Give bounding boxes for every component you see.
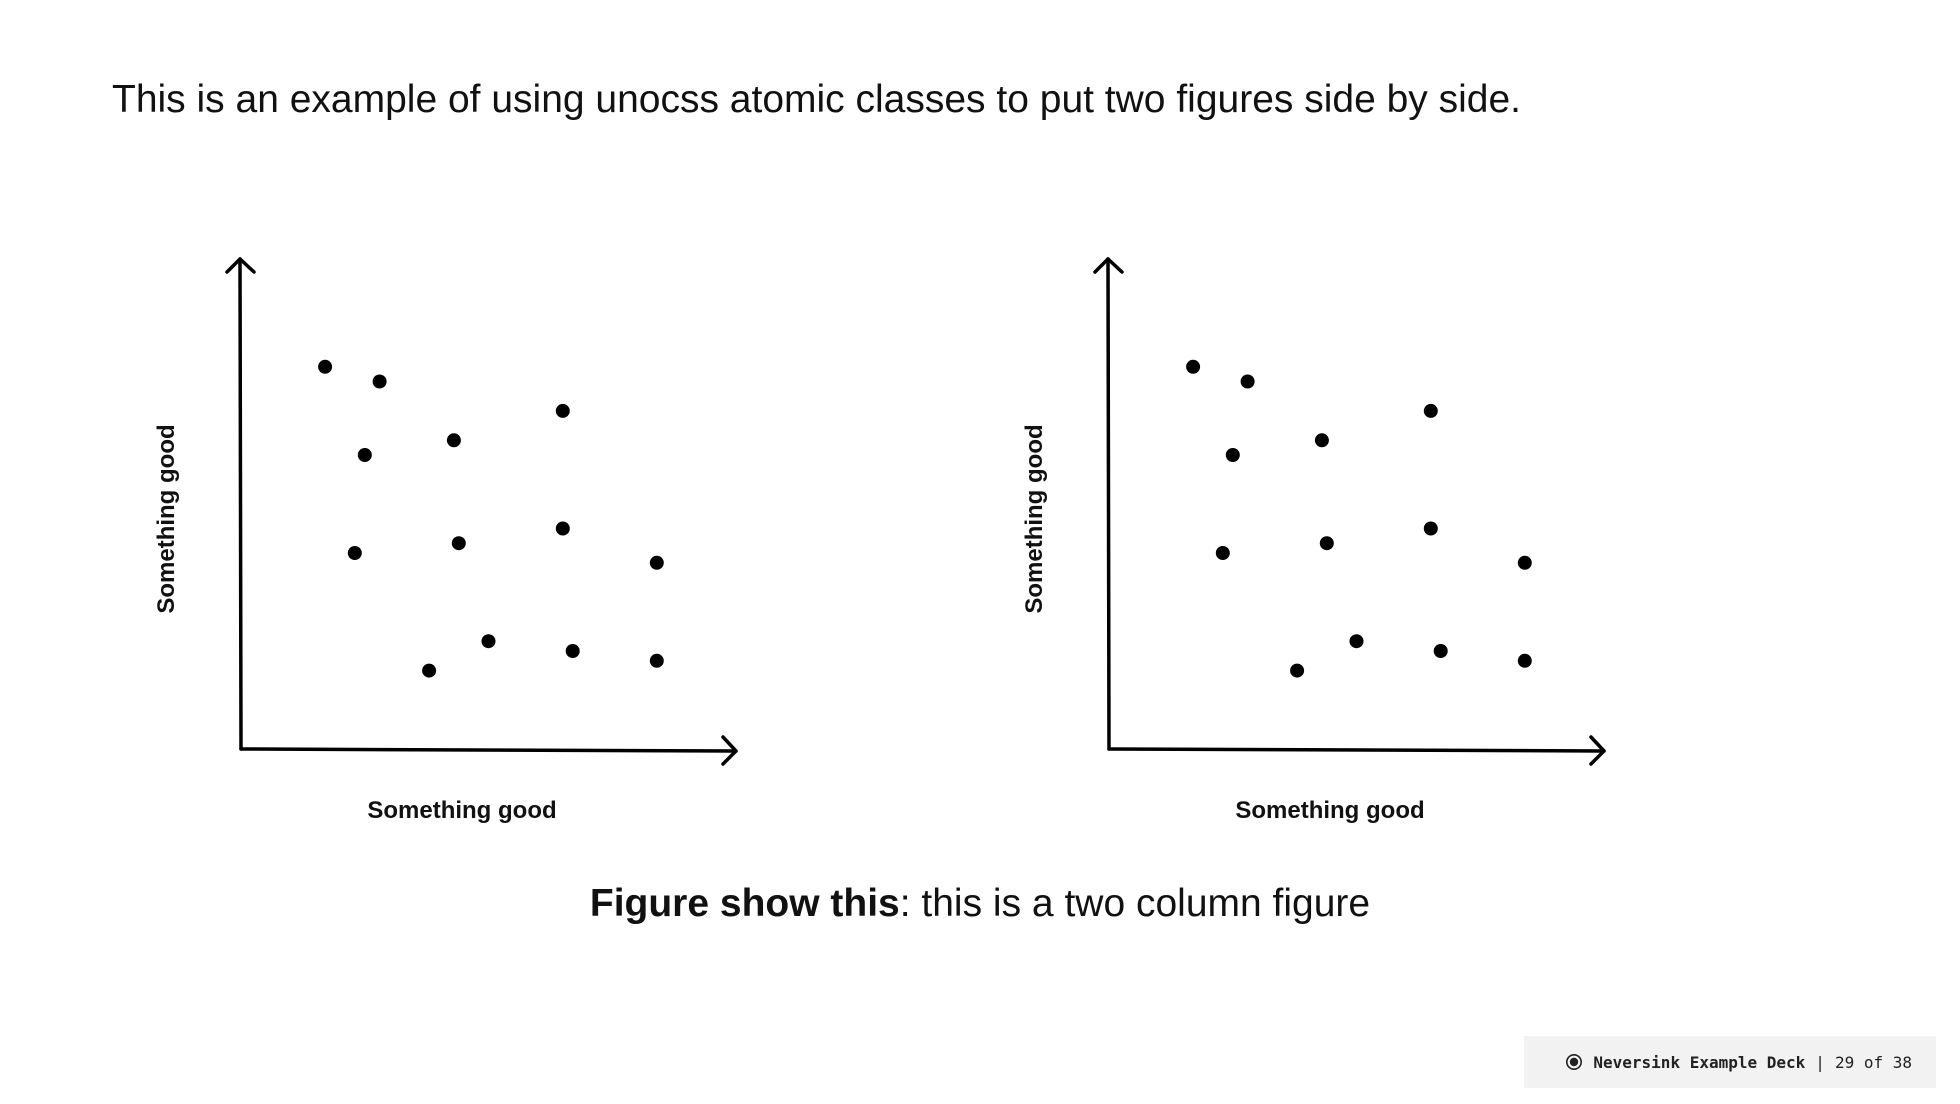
scatter-point	[372, 374, 387, 389]
y-axis-arrow	[1093, 257, 1124, 274]
deck-title: Neversink Example Deck	[1593, 1052, 1806, 1072]
scatter-point	[446, 433, 461, 448]
y-axis-line	[1106, 257, 1111, 751]
scatter-point	[1186, 359, 1201, 374]
scatter-point	[1517, 653, 1532, 668]
scatter-point	[1423, 403, 1438, 418]
x-axis-line	[239, 747, 738, 753]
scatter-point	[1433, 644, 1448, 658]
caption-text: : this is a two column figure	[899, 882, 1371, 925]
figure-caption: Figure show this: this is a two column f…	[0, 878, 1960, 930]
y-axis-line	[238, 257, 243, 751]
scatter-figure-right: Something good Something good	[1008, 240, 1668, 840]
scatter-point	[649, 653, 664, 668]
scatter-point	[555, 403, 570, 418]
scatter-point	[1319, 536, 1334, 551]
x-axis-arrow	[1589, 735, 1606, 766]
chart-points	[1186, 359, 1532, 678]
footer-separator: |	[1815, 1052, 1825, 1072]
x-axis-line	[1107, 747, 1606, 753]
scatter-point	[555, 521, 570, 536]
scatter-point	[481, 634, 496, 649]
page-indicator: 29 of 38	[1834, 1052, 1912, 1072]
scatter-point	[1349, 634, 1364, 649]
y-axis-label: Something good	[153, 424, 180, 613]
y-axis-label: Something good	[1021, 424, 1048, 613]
x-axis-label: Something good	[1235, 797, 1424, 824]
slide-footer: Neversink Example Deck | 29 of 38	[1524, 1036, 1936, 1088]
scatter-point	[1240, 374, 1255, 389]
y-axis-arrow	[225, 257, 256, 274]
scatter-point	[357, 448, 372, 462]
intro-text: This is an example of using unocss atomi…	[112, 78, 1522, 121]
scatter-point	[565, 644, 580, 658]
scatter-point	[1517, 555, 1532, 570]
scatter-point	[451, 536, 466, 551]
scatter-chart-left: Something good Something good	[153, 257, 738, 824]
scatter-point	[1290, 663, 1305, 678]
scatter-point	[422, 663, 437, 678]
scatter-point	[318, 359, 333, 374]
scatter-point	[1225, 448, 1240, 462]
x-axis-label: Something good	[367, 797, 556, 824]
scatter-point	[649, 555, 664, 570]
chart-axes	[1093, 257, 1606, 766]
scatter-point	[1215, 546, 1230, 560]
chart-points	[318, 359, 664, 678]
scatter-chart-right: Something good Something good	[1021, 257, 1606, 824]
caption-bold: Figure show this	[589, 882, 900, 925]
record-icon	[1566, 1054, 1583, 1070]
scatter-figure-left: Something good Something good	[140, 240, 800, 840]
scatter-point	[1423, 521, 1438, 536]
x-axis-arrow	[721, 735, 738, 766]
scatter-point	[347, 546, 362, 560]
chart-axes	[225, 257, 738, 766]
scatter-point	[1314, 433, 1329, 448]
